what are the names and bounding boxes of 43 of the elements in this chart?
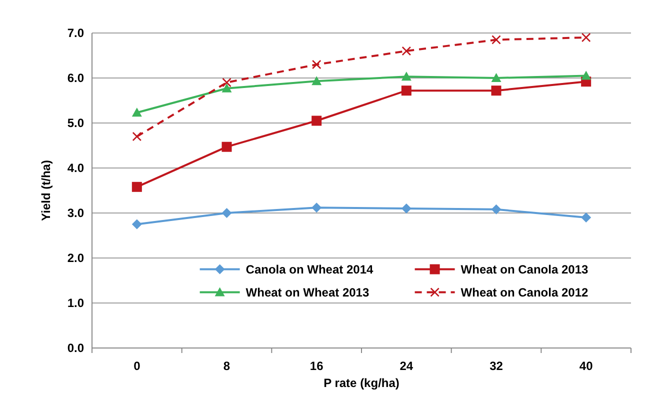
point (132, 182, 142, 192)
point (491, 73, 502, 82)
x-tick-label: 8 (223, 359, 230, 373)
legend-label: Wheat on Canola 2013 (460, 262, 588, 276)
legend-label: Wheat on Wheat 2013 (246, 285, 370, 300)
x-axis-title: P rate (kg/ha) (324, 376, 400, 390)
point (132, 108, 142, 117)
point (312, 116, 322, 126)
point (132, 219, 142, 230)
y-tick-label: 4.0 (67, 161, 84, 176)
y-tick-label: 6.0 (67, 71, 84, 86)
x-tick-label: 40 (579, 359, 594, 373)
y-tick-label: 7.0 (67, 26, 84, 40)
point (401, 72, 412, 81)
y-tick-label: 5.0 (67, 116, 84, 130)
y-tick-label: 3.0 (67, 206, 84, 220)
point (222, 142, 232, 152)
x-tick-label: 0 (134, 359, 141, 373)
y-tick-label: 0.0 (67, 341, 84, 356)
point (402, 46, 412, 56)
point (581, 32, 591, 42)
y-axis-title: Yield (t/ha) (39, 160, 53, 221)
point (581, 212, 592, 222)
point (312, 202, 322, 213)
point (312, 60, 322, 70)
x-tick-label: 32 (490, 359, 504, 373)
point (492, 35, 501, 44)
point (222, 83, 232, 92)
y-tick-label: 1.0 (67, 296, 84, 310)
x-tick-label: 16 (310, 359, 324, 373)
point (491, 86, 502, 96)
legend-label: Canola on Wheat 2014 (246, 262, 374, 276)
point (401, 204, 412, 214)
point (312, 76, 322, 86)
point (222, 208, 232, 218)
x-tick-label: 24 (400, 359, 414, 373)
point (132, 132, 142, 142)
point (581, 70, 592, 80)
legend-label: Wheat on Canola 2012 (460, 285, 588, 300)
point (222, 78, 232, 88)
point (401, 86, 412, 96)
point (491, 204, 502, 214)
y-tick-label: 2.0 (67, 251, 84, 266)
